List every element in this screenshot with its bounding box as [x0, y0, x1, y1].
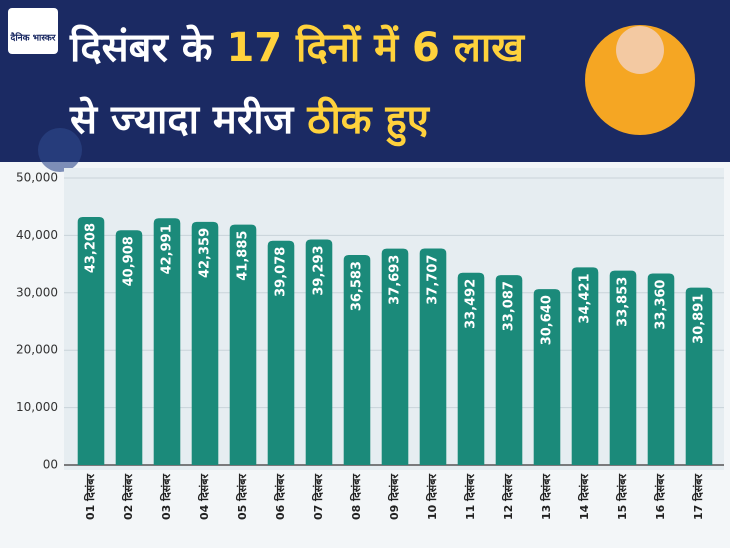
value-label: 34,421 [578, 273, 593, 323]
x-tick-label: 03 दिसंबर [159, 474, 173, 521]
bar [305, 239, 333, 465]
y-tick-label: 20,000 [16, 343, 58, 357]
bar [419, 248, 447, 465]
value-label: 36,583 [350, 261, 365, 311]
x-tick-label: 08 दिसंबर [349, 474, 363, 521]
logo-box [8, 8, 58, 54]
value-label: 37,707 [426, 255, 441, 305]
y-tick-label: 00 [43, 458, 58, 472]
title-part: ठीक हुए [306, 96, 430, 147]
value-label: 41,885 [236, 231, 251, 281]
value-label: 37,693 [388, 255, 403, 305]
bar [191, 221, 219, 465]
bar [229, 224, 257, 465]
x-tick-label: 12 दिसंबर [501, 474, 515, 521]
x-tick-label: 06 दिसंबर [273, 474, 287, 521]
decoration [585, 25, 695, 135]
title: से ज्यादा मरीज ठीक हुए [69, 96, 431, 147]
x-tick-label: 05 दिसंबर [235, 474, 249, 521]
x-tick-label: 07 दिसंबर [311, 474, 325, 521]
bar [381, 248, 409, 465]
x-tick-label: 04 दिसंबर [197, 474, 211, 521]
value-label: 33,853 [616, 277, 631, 327]
bar [685, 287, 713, 465]
x-tick-label: 10 दिसंबर [425, 474, 439, 521]
bar [267, 240, 295, 465]
x-tick-label: 01 दिसंबर [83, 474, 97, 521]
x-tick-label: 11 दिसंबर [463, 474, 477, 521]
x-tick-label: 09 दिसंबर [387, 474, 401, 521]
value-label: 39,078 [274, 247, 289, 297]
value-label: 40,908 [122, 236, 137, 286]
bar [343, 255, 371, 465]
x-tick-label: 13 दिसंबर [539, 474, 553, 521]
bar [153, 218, 181, 465]
x-tick-label: 15 दिसंबर [615, 474, 629, 521]
value-label: 43,208 [84, 223, 99, 273]
title-part: 17 दिनों में 6 लाख [226, 24, 525, 71]
value-label: 30,891 [692, 294, 707, 344]
bar [495, 275, 523, 465]
logo: दैनिक भास्कर [10, 32, 56, 44]
value-label: 42,359 [198, 228, 213, 278]
value-label: 42,991 [160, 224, 175, 274]
title-part: दिसंबर के [69, 24, 214, 71]
value-label: 30,640 [540, 295, 555, 345]
y-tick-label: 10,000 [16, 400, 58, 414]
x-tick-label: 17 दिसंबर [691, 474, 705, 521]
y-tick-label: 50,000 [16, 171, 58, 185]
title: दिसंबर के 17 दिनों में 6 लाख [69, 24, 525, 71]
value-label: 39,293 [312, 245, 327, 295]
bar [609, 270, 637, 465]
x-tick-label: 16 दिसंबर [653, 474, 667, 521]
decoration [616, 26, 664, 74]
y-tick-label: 30,000 [16, 285, 58, 299]
bar [77, 216, 105, 465]
value-label: 33,087 [502, 281, 517, 331]
y-tick-label: 40,000 [16, 228, 58, 242]
value-label: 33,492 [464, 279, 479, 329]
decoration [38, 128, 82, 172]
title-part: से ज्यादा मरीज [69, 96, 295, 143]
bar [115, 230, 143, 465]
bar [457, 272, 485, 465]
value-label: 33,360 [654, 280, 669, 330]
bar [571, 267, 599, 465]
x-tick-label: 14 दिसंबर [577, 474, 591, 521]
x-tick-label: 02 दिसंबर [121, 474, 135, 521]
bar [533, 289, 561, 465]
bar [647, 273, 675, 465]
